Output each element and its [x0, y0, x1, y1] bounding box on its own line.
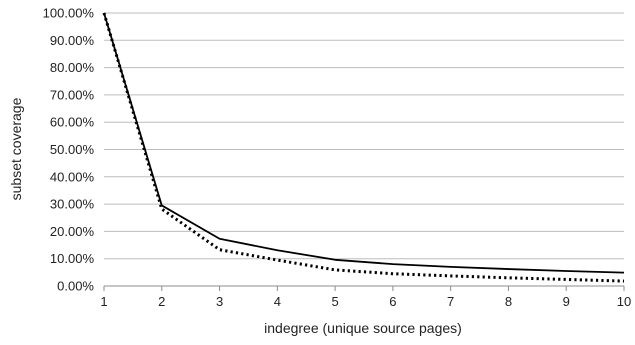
y-tick-label: 40.00% [50, 169, 95, 184]
axes [103, 285, 625, 291]
x-tick-label: 7 [447, 294, 454, 309]
y-tick-label: 80.00% [50, 60, 95, 75]
x-tick-label: 3 [216, 294, 223, 309]
y-tick-label: 10.00% [50, 251, 95, 266]
x-tick-label: 8 [505, 294, 512, 309]
y-tick-label: 100.00% [43, 6, 95, 21]
x-tick-label: 4 [274, 294, 281, 309]
y-tick-label: 70.00% [50, 87, 95, 102]
x-axis-title: indegree (unique source pages) [264, 320, 462, 336]
y-tick-label: 50.00% [50, 142, 95, 157]
x-tick-label: 10 [617, 294, 631, 309]
y-tick-label: 20.00% [50, 224, 95, 239]
y-axis-title: subset coverage [8, 97, 24, 200]
x-tick-label: 9 [563, 294, 570, 309]
y-tick-label: 90.00% [50, 33, 95, 48]
y-tick-label: 0.00% [57, 279, 94, 294]
y-axis-ticks: 0.00% 10.00% 20.00% 30.00% 40.00% 50.00% 60.00… [43, 6, 95, 294]
x-tick-label: 5 [331, 294, 338, 309]
x-tick-label: 1 [100, 294, 107, 309]
x-axis-ticks: 1 2 3 4 5 6 7 8 9 10 [100, 294, 631, 309]
gridlines [104, 12, 624, 260]
x-tick-label: 6 [389, 294, 396, 309]
x-tick-label: 2 [158, 294, 165, 309]
series-lines [102, 12, 625, 283]
series-line-dotted [102, 12, 625, 283]
y-tick-label: 60.00% [50, 115, 95, 130]
y-tick-label: 30.00% [50, 197, 95, 212]
series-line-solid [103, 12, 625, 274]
